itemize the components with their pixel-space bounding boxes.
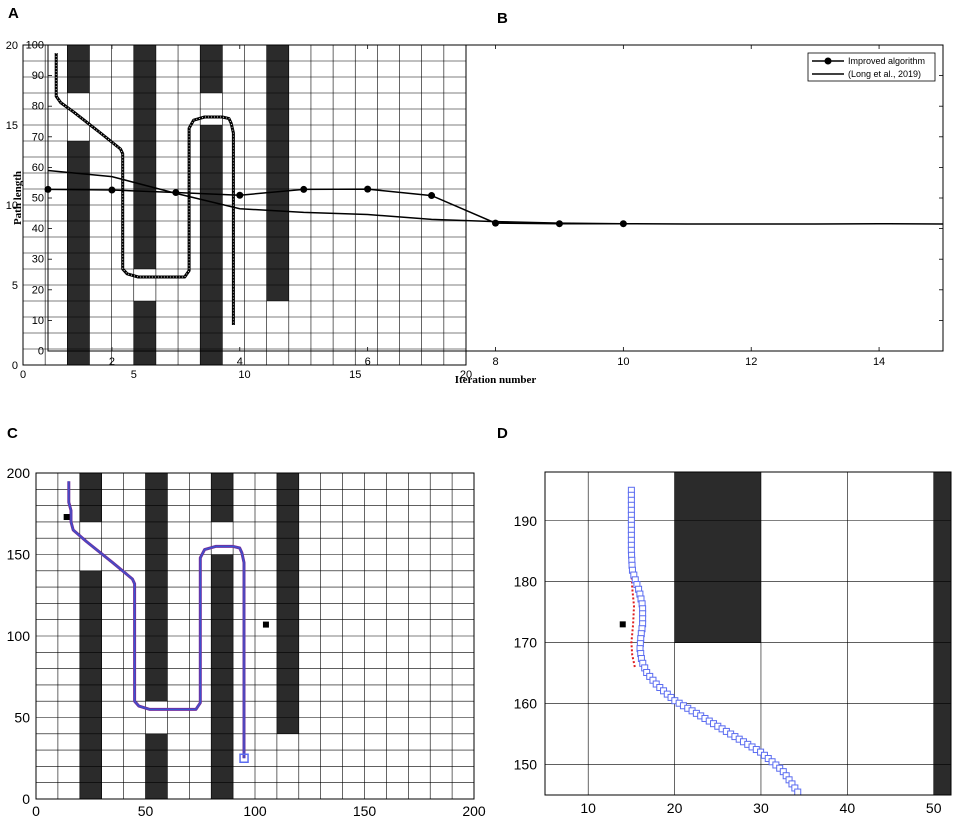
obstacle-block bbox=[933, 472, 951, 795]
panel-letter-d: D bbox=[497, 425, 508, 442]
red-path-line bbox=[630, 569, 636, 668]
plot-frame bbox=[35, 472, 475, 800]
plot-frame bbox=[47, 44, 944, 352]
legend-entry: Improved algorithm bbox=[848, 56, 925, 66]
data-point bbox=[108, 186, 116, 194]
y-tick-label: 10 bbox=[32, 315, 44, 327]
series-line-long bbox=[47, 169, 944, 225]
y-tick-label: 50 bbox=[32, 193, 44, 205]
y-tick-label: 15 bbox=[6, 120, 18, 132]
waypoint-marker bbox=[619, 621, 626, 628]
x-tick-label: 6 bbox=[365, 356, 371, 368]
obstacle-block bbox=[67, 45, 90, 93]
x-tick-label: 200 bbox=[462, 803, 486, 819]
y-tick-label: 170 bbox=[514, 635, 538, 651]
y-tick-label: 20 bbox=[32, 284, 44, 296]
y-tick-label: 150 bbox=[514, 757, 538, 773]
x-tick-label: 14 bbox=[873, 356, 885, 368]
plot-area-a bbox=[23, 45, 466, 365]
data-point bbox=[492, 219, 499, 227]
path-square-marker bbox=[794, 788, 802, 795]
plot-area-d bbox=[545, 472, 951, 795]
y-tick-label: 0 bbox=[22, 791, 30, 807]
x-tick-label: 150 bbox=[353, 803, 377, 819]
y-tick-label: 200 bbox=[7, 465, 31, 481]
plot-area-c bbox=[36, 473, 474, 799]
x-tick-label: 100 bbox=[243, 803, 267, 819]
y-tick-label: 180 bbox=[514, 574, 538, 590]
x-tick-label: 50 bbox=[926, 800, 942, 816]
obstacle-block bbox=[211, 473, 234, 522]
legend-entry: (Long et al., 2019) bbox=[848, 69, 921, 79]
x-tick-label: 50 bbox=[138, 803, 154, 819]
y-tick-label: 5 bbox=[12, 280, 18, 292]
x-tick-label: 0 bbox=[20, 369, 26, 381]
y-tick-label: 20 bbox=[6, 40, 18, 52]
y-tick-label: 0 bbox=[12, 360, 18, 372]
data-point bbox=[300, 185, 308, 193]
obstacle-block bbox=[211, 554, 234, 799]
plot-frame bbox=[544, 471, 952, 796]
chart-d: 10 20 30 40 50 150 160 170 180 190 bbox=[514, 471, 952, 816]
obstacle-block bbox=[674, 472, 761, 643]
series-line-improved bbox=[47, 188, 624, 225]
legend-box bbox=[807, 52, 936, 82]
data-point bbox=[44, 185, 52, 193]
panel-letter-c: C bbox=[7, 425, 18, 442]
data-point bbox=[236, 191, 244, 199]
x-axis-label: Iteration number bbox=[455, 374, 537, 386]
y-tick-label: 190 bbox=[514, 513, 538, 529]
x-tick-label: 20 bbox=[667, 800, 683, 816]
x-tick-label: 40 bbox=[840, 800, 856, 816]
y-tick-label: 160 bbox=[514, 696, 538, 712]
x-tick-label: 20 bbox=[460, 369, 472, 381]
goal-marker bbox=[239, 753, 249, 763]
obstacle-block bbox=[200, 125, 223, 365]
x-tick-label: 30 bbox=[753, 800, 769, 816]
y-tick-label: 90 bbox=[32, 70, 44, 82]
y-tick-label: 100 bbox=[26, 40, 44, 52]
y-tick-label: 10 bbox=[6, 200, 18, 212]
x-tick-label: 4 bbox=[237, 356, 243, 368]
x-tick-label: 2 bbox=[109, 356, 115, 368]
legend-marker bbox=[824, 57, 832, 65]
waypoint-marker bbox=[63, 514, 70, 521]
obstacle-block bbox=[200, 45, 223, 93]
y-axis-label: Path length bbox=[12, 171, 24, 225]
y-tick-label: 40 bbox=[32, 223, 44, 235]
path-dots bbox=[55, 53, 234, 325]
y-tick-label: 80 bbox=[32, 101, 44, 113]
y-tick-label: 50 bbox=[14, 710, 30, 726]
obstacle-block bbox=[79, 473, 102, 522]
x-tick-label: 10 bbox=[580, 800, 596, 816]
path-inner-line bbox=[68, 481, 245, 759]
data-point bbox=[364, 185, 372, 193]
x-tick-label: 10 bbox=[238, 369, 250, 381]
y-tick-label: 30 bbox=[32, 254, 44, 266]
x-tick-label: 8 bbox=[492, 356, 498, 368]
chart-c: 0 50 100 150 200 0 50 100 150 200 bbox=[7, 465, 486, 819]
data-point bbox=[428, 192, 436, 200]
y-tick-label: 60 bbox=[32, 162, 44, 174]
x-tick-label: 15 bbox=[349, 369, 361, 381]
panel-letter-b: B bbox=[497, 10, 508, 27]
x-tick-label: 10 bbox=[617, 356, 629, 368]
waypoint-marker bbox=[262, 621, 269, 628]
y-tick-label: 100 bbox=[7, 628, 31, 644]
y-tick-label: 0 bbox=[38, 346, 44, 358]
y-tick-label: 150 bbox=[7, 547, 31, 563]
x-tick-label: 12 bbox=[745, 356, 757, 368]
legend: Improved algorithm (Long et al., 2019) bbox=[807, 52, 936, 82]
y-tick-label: 70 bbox=[32, 131, 44, 143]
panel-letter-a: A bbox=[8, 5, 19, 22]
x-tick-label: 5 bbox=[131, 369, 137, 381]
x-tick-label: 0 bbox=[32, 803, 40, 819]
